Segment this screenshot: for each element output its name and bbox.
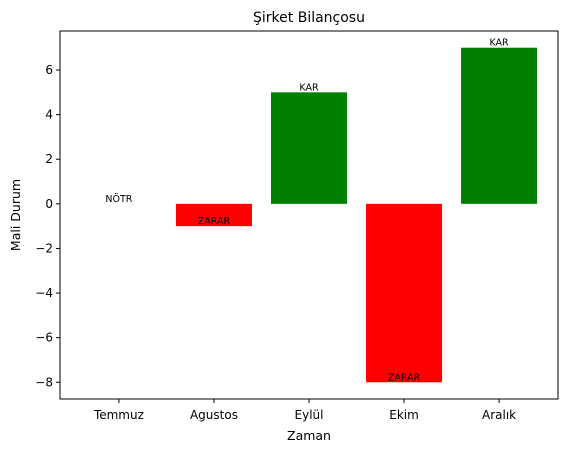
- y-tick-label: −6: [35, 331, 53, 345]
- y-tick-label: −4: [35, 286, 53, 300]
- x-tick-label: Temmuz: [93, 408, 144, 422]
- y-tick-label: −8: [35, 375, 53, 389]
- bars-layer: [175, 47, 538, 383]
- y-tick-label: 0: [45, 197, 53, 211]
- x-tick-label: Ekim: [389, 408, 419, 422]
- x-tick-label: Agustos: [190, 408, 238, 422]
- y-axis-label: Mali Durum: [8, 179, 23, 251]
- bar-eylül: [270, 92, 348, 204]
- bar-labels-layer: NÖTR ZARAR KAR ZARAR KAR: [105, 38, 509, 384]
- bar-data-label: NÖTR: [105, 194, 132, 205]
- x-axis-ticks: Temmuz Agustos Eylül Ekim Aralık: [93, 399, 516, 422]
- bar-aralık: [461, 47, 538, 204]
- bar-agustos: [175, 203, 252, 227]
- y-axis-ticks: −8 −6 −4 −2 0 2 4 6: [35, 63, 60, 389]
- x-tick-label: Eylül: [295, 408, 324, 422]
- bar-ekim: [366, 203, 443, 383]
- bar-data-label: KAR: [299, 82, 319, 93]
- bar-data-label: ZARAR: [198, 216, 231, 227]
- y-tick-label: 4: [45, 108, 53, 122]
- x-axis-label: Zaman: [287, 428, 331, 443]
- bar-data-label: ZARAR: [388, 372, 421, 383]
- y-tick-label: −2: [35, 241, 53, 255]
- y-tick-label: 6: [45, 63, 53, 77]
- bar-data-label: KAR: [489, 38, 509, 49]
- x-tick-label: Aralık: [482, 408, 516, 422]
- chart-title: Şirket Bilançosu: [253, 10, 365, 26]
- y-tick-label: 2: [45, 152, 53, 166]
